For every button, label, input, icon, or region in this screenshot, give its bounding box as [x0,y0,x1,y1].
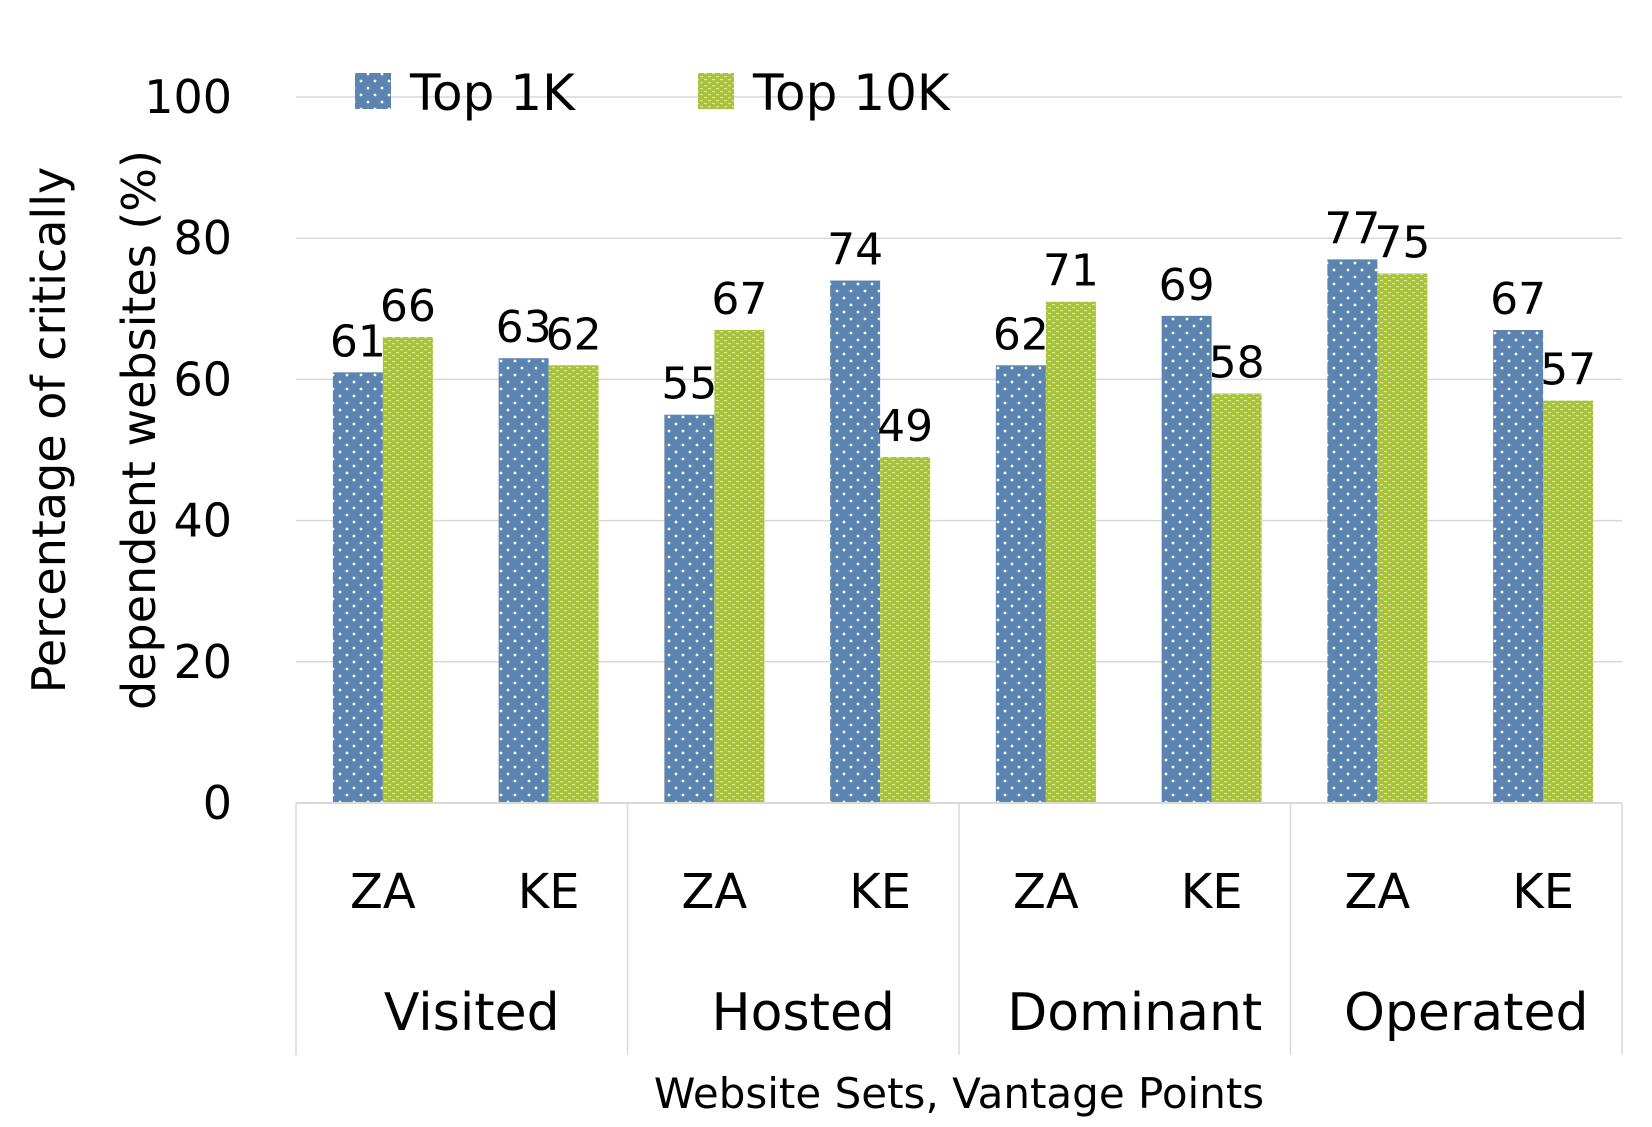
bar-top-10k-hosted-ke [880,457,931,803]
vantage-point-label: KE [1512,864,1574,920]
bar-top-1k-visited-ke [498,358,549,803]
bars [332,259,1594,803]
bar-top-10k-dominant-ke [1211,393,1262,803]
bar-top-1k-visited-za [332,372,383,803]
axis-titles: Website Sets, Vantage Points Percentage o… [22,150,1264,1118]
data-label: 67 [711,274,767,325]
y-tick-label: 80 [173,211,232,265]
y-axis-title-line: Percentage of critically [22,167,76,693]
data-label: 49 [877,401,933,452]
data-label: 55 [661,359,717,410]
vantage-point-label: ZA [350,864,416,920]
data-label: 61 [330,316,386,367]
vantage-point-label: ZA [1013,864,1079,920]
data-label: 62 [546,309,602,360]
bar-top-10k-visited-ke [548,365,599,803]
data-label: 58 [1209,338,1265,389]
legend-label: Top 1K [409,64,576,122]
vantage-point-label: ZA [682,864,748,920]
legend-swatch-top-10k [698,73,734,109]
data-label: 57 [1540,345,1596,396]
vantage-point-label: KE [1181,864,1243,920]
vantage-point-label: KE [518,864,580,920]
bar-top-10k-visited-za [382,337,433,803]
bar-top-10k-operated-za [1377,273,1428,803]
bar-top-10k-operated-ke [1543,400,1594,803]
bar-top-1k-operated-ke [1493,329,1544,803]
bar-top-1k-dominant-za [995,365,1046,803]
y-axis-ticks: 0 20 40 60 80 100 [144,70,232,830]
data-label: 71 [1043,246,1099,297]
bar-top-1k-hosted-ke [830,280,881,803]
group-label-dominant: Dominant [1007,983,1262,1043]
legend-label: Top 10K [752,64,951,122]
data-label: 62 [993,309,1049,360]
bar-top-10k-dominant-za [1045,301,1096,803]
y-tick-label: 100 [144,70,232,124]
data-label: 66 [380,281,436,332]
y-tick-label: 60 [173,352,232,406]
x-axis-title: Website Sets, Vantage Points [654,1069,1264,1118]
group-label-visited: Visited [384,983,560,1043]
data-label: 74 [827,225,883,276]
y-tick-label: 20 [173,635,232,689]
y-tick-label: 40 [173,494,232,548]
data-label: 63 [496,302,552,353]
legend: Top 1K Top 10K [355,64,951,122]
y-tick-label: 0 [203,776,232,830]
data-label: 67 [1490,274,1546,325]
data-label: 77 [1324,203,1380,254]
bar-top-1k-operated-za [1327,259,1378,803]
bar-top-10k-hosted-za [714,329,765,803]
group-label-operated: Operated [1344,983,1589,1043]
group-label-hosted: Hosted [712,983,895,1043]
data-label: 69 [1159,260,1215,311]
vantage-point-label: ZA [1345,864,1411,920]
vantage-point-label: KE [849,864,911,920]
y-axis-title-line: dependent websites (%) [112,150,166,710]
bar-top-1k-dominant-ke [1161,315,1212,803]
data-label: 75 [1374,218,1430,269]
bar-top-1k-hosted-za [664,414,715,803]
legend-swatch-top-1k [355,73,391,109]
x-axis: ZA KE Visited ZA KE Hosted ZA KE Dominant ZA KE Ope… [295,802,1623,1055]
